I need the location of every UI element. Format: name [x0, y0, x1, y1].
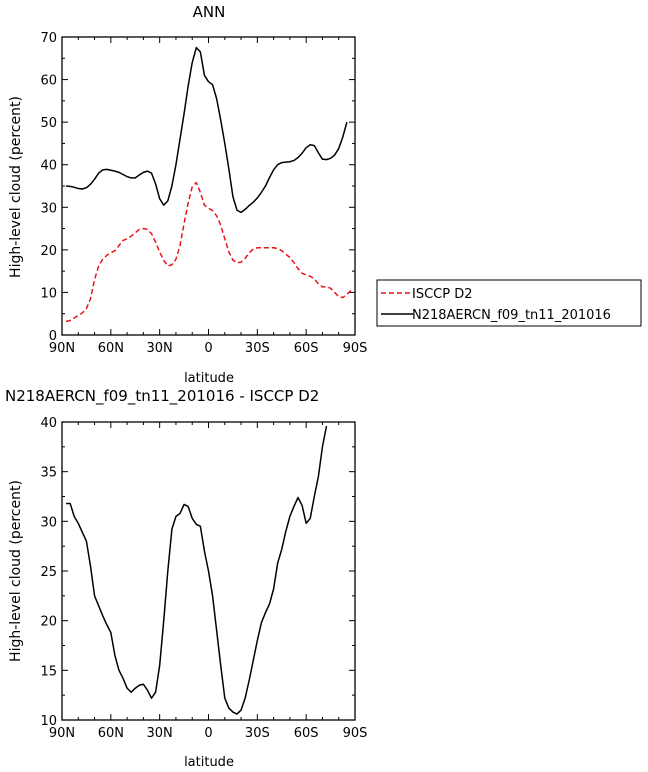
legend: ISCCP D2 N218AERCN_f09_tn11_201016	[376, 279, 642, 327]
x-tick-label: 90S	[343, 341, 368, 356]
x-tick-label: 0	[204, 726, 212, 741]
legend-entry-model: N218AERCN_f09_tn11_201016	[412, 308, 611, 323]
y-tick-label: 70	[40, 31, 57, 46]
series-line-0	[66, 425, 328, 715]
bottom-chart-title: N218AERCN_f09_tn11_201016 - ISCCP D2	[5, 387, 319, 406]
y-tick-label: 0	[49, 329, 57, 344]
x-tick-label: 60S	[294, 341, 319, 356]
y-tick-label: 40	[40, 416, 57, 431]
top-x-axis-label: latitude	[184, 371, 234, 386]
y-tick-label: 10	[40, 286, 57, 301]
x-tick-label: 90S	[343, 726, 368, 741]
x-tick-label: 90N	[49, 726, 75, 741]
legend-box	[376, 279, 642, 327]
x-tick-label: 60S	[294, 726, 319, 741]
x-tick-label: 60N	[98, 726, 124, 741]
y-tick-label: 40	[40, 159, 57, 174]
top-y-axis-label: High-level cloud (percent)	[8, 96, 24, 278]
y-tick-label: 20	[40, 244, 57, 259]
legend-entry-isccp: ISCCP D2	[412, 287, 473, 302]
y-tick-label: 10	[40, 714, 57, 729]
series-line-0	[65, 181, 352, 323]
y-tick-label: 25	[40, 565, 57, 580]
bottom-x-axis-label: latitude	[184, 755, 234, 770]
bottom-plot-frame	[61, 421, 356, 721]
top-chart-title: ANN	[193, 3, 226, 21]
x-tick-label: 90N	[49, 341, 75, 356]
y-tick-label: 35	[40, 466, 57, 481]
x-tick-label: 30N	[147, 726, 173, 741]
top-plot-frame	[61, 36, 356, 336]
bottom-y-axis-label: High-level cloud (percent)	[8, 480, 24, 662]
y-tick-label: 50	[40, 116, 57, 131]
top-panel: ANN High-level cloud (percent) latitude …	[8, 3, 367, 386]
bottom-panel: N218AERCN_f09_tn11_201016 - ISCCP D2 Hig…	[5, 387, 367, 770]
x-tick-label: 30S	[245, 341, 270, 356]
series-line-1	[65, 46, 348, 214]
x-tick-label: 30N	[147, 341, 173, 356]
y-tick-label: 15	[40, 664, 57, 679]
x-tick-label: 0	[204, 341, 212, 356]
x-tick-label: 60N	[98, 341, 124, 356]
x-tick-label: 30S	[245, 726, 270, 741]
y-tick-label: 60	[40, 74, 57, 89]
y-tick-label: 20	[40, 615, 57, 630]
y-tick-label: 30	[40, 201, 57, 216]
y-tick-label: 30	[40, 515, 57, 530]
